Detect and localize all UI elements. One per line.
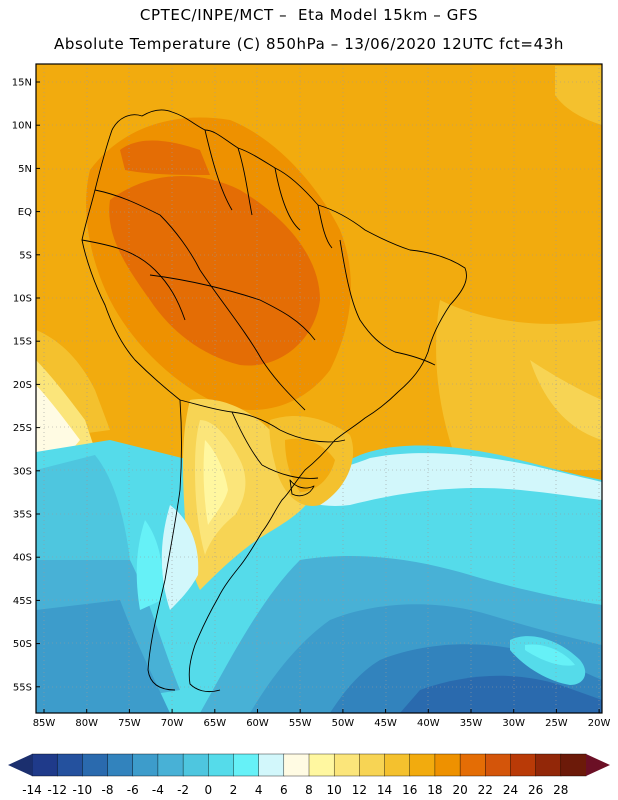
colorbar-cell <box>510 753 537 777</box>
colorbar-cell <box>535 753 562 777</box>
colorbar-label: 0 <box>204 783 212 797</box>
colorbar-cell <box>233 753 260 777</box>
longitude-tick-label: 75W <box>118 718 141 729</box>
colorbar-label: -6 <box>127 783 139 797</box>
latitude-tick-label: 40S <box>13 553 32 564</box>
temperature-map: 15N 10N 5N EQ 5S 10S 15S 20S 25S 30S 35S 40S 45S 50S 5… <box>12 63 611 729</box>
map-title-line1: CPTEC/INPE/MCT – Eta Model 15km – GFS <box>139 6 479 24</box>
coastlines-borders <box>81 109 467 693</box>
colorbar-labels: -14 -12 -10 -8 -6 -4 -2 0 2 4 6 8 10 12 14 16 18 20 22 24 26… <box>22 783 568 797</box>
colorbar-cell <box>31 753 58 777</box>
colorbar-label: 22 <box>478 783 493 797</box>
colorbar-cell <box>485 753 511 777</box>
colorbar-label: 10 <box>327 783 342 797</box>
latitude-tick-label: 15S <box>13 337 32 348</box>
colorbar-cell <box>283 753 310 777</box>
latitude-tick-label: 15N <box>12 78 32 89</box>
longitude-tick-label: 60W <box>246 718 269 729</box>
colorbar-cell <box>157 753 184 777</box>
colorbar-label: -2 <box>177 783 189 797</box>
colorbar-cell <box>359 753 386 777</box>
colorbar-label: 12 <box>352 783 367 797</box>
colorbar-label: 28 <box>553 783 568 797</box>
colorbar-cell <box>182 753 209 777</box>
colorbar-cell <box>132 753 159 777</box>
colorbar-cell <box>308 753 335 777</box>
colorbar-right-arrow <box>586 754 610 776</box>
longitude-tick-label: 70W <box>161 718 184 729</box>
colorbar-label: -10 <box>73 783 93 797</box>
longitude-tick-label: 55W <box>289 718 312 729</box>
temperature-field <box>36 64 602 713</box>
colorbar-cell <box>409 753 436 777</box>
colorbar-label: 18 <box>427 783 442 797</box>
lat-lon-grid <box>36 64 602 713</box>
longitude-tick-label: 80W <box>75 718 98 729</box>
latitude-tick-label: 50S <box>13 639 32 650</box>
colorbar-cells <box>31 753 587 777</box>
longitude-labels: 85W 80W 75W 70W 65W 60W 55W 50W 45W 40W 35W 30W 25W 2… <box>33 709 611 729</box>
longitude-tick-label: 45W <box>374 718 397 729</box>
latitude-tick-label: 45S <box>13 596 32 607</box>
map-frame <box>35 63 603 714</box>
latitude-tick-label: 25S <box>13 423 32 434</box>
latitude-tick-label: 10S <box>13 294 32 305</box>
colorbar-cell <box>107 753 134 777</box>
colorbar-label: 14 <box>377 783 392 797</box>
colorbar-label: 16 <box>402 783 417 797</box>
colorbar-label: 24 <box>503 783 518 797</box>
longitude-tick-label: 50W <box>332 718 355 729</box>
latitude-tick-label: 30S <box>13 466 32 477</box>
colorbar-cell <box>434 753 461 777</box>
longitude-tick-label: 65W <box>203 718 226 729</box>
latitude-tick-label: 5S <box>19 250 32 261</box>
colorbar-label: -8 <box>102 783 114 797</box>
latitude-tick-label: 55S <box>13 682 32 693</box>
latitude-tick-label: 10N <box>12 121 32 132</box>
colorbar-cell <box>384 753 411 777</box>
colorbar-cell <box>82 753 109 777</box>
latitude-tick-label: 20S <box>13 380 32 391</box>
colorbar-cell <box>459 753 486 777</box>
colorbar-label: 6 <box>280 783 288 797</box>
longitude-tick-label: 85W <box>33 718 56 729</box>
colorbar-cell <box>560 753 587 777</box>
longitude-tick-label: 20W <box>588 718 611 729</box>
colorbar-label: 4 <box>255 783 263 797</box>
colorbar: -14 -12 -10 -8 -6 -4 -2 0 2 4 6 8 10 12 14 16 18 20 22 24 26… <box>8 753 610 797</box>
colorbar-label: 2 <box>230 783 238 797</box>
latitude-labels: 15N 10N 5N EQ 5S 10S 15S 20S 25S 30S 35S 40S 45S 50S 5… <box>12 78 40 693</box>
colorbar-cell <box>258 753 285 777</box>
longitude-tick-label: 35W <box>460 718 483 729</box>
latitude-tick-label: EQ <box>18 207 32 218</box>
longitude-tick-label: 40W <box>417 718 440 729</box>
colorbar-label: 26 <box>528 783 543 797</box>
colorbar-cell <box>56 753 83 777</box>
colorbar-label: -4 <box>152 783 164 797</box>
colorbar-label: -12 <box>47 783 67 797</box>
longitude-tick-label: 30W <box>502 718 525 729</box>
colorbar-label: 20 <box>452 783 467 797</box>
colorbar-cell <box>333 753 360 777</box>
colorbar-label: 8 <box>305 783 313 797</box>
latitude-tick-label: 35S <box>13 510 32 521</box>
latitude-tick-label: 5N <box>18 164 32 175</box>
longitude-tick-label: 25W <box>545 718 568 729</box>
colorbar-left-arrow <box>8 754 32 776</box>
colorbar-label: -14 <box>22 783 42 797</box>
map-title-line2: Absolute Temperature (C) 850hPa – 13/06/… <box>54 35 564 53</box>
colorbar-cell <box>208 753 234 777</box>
